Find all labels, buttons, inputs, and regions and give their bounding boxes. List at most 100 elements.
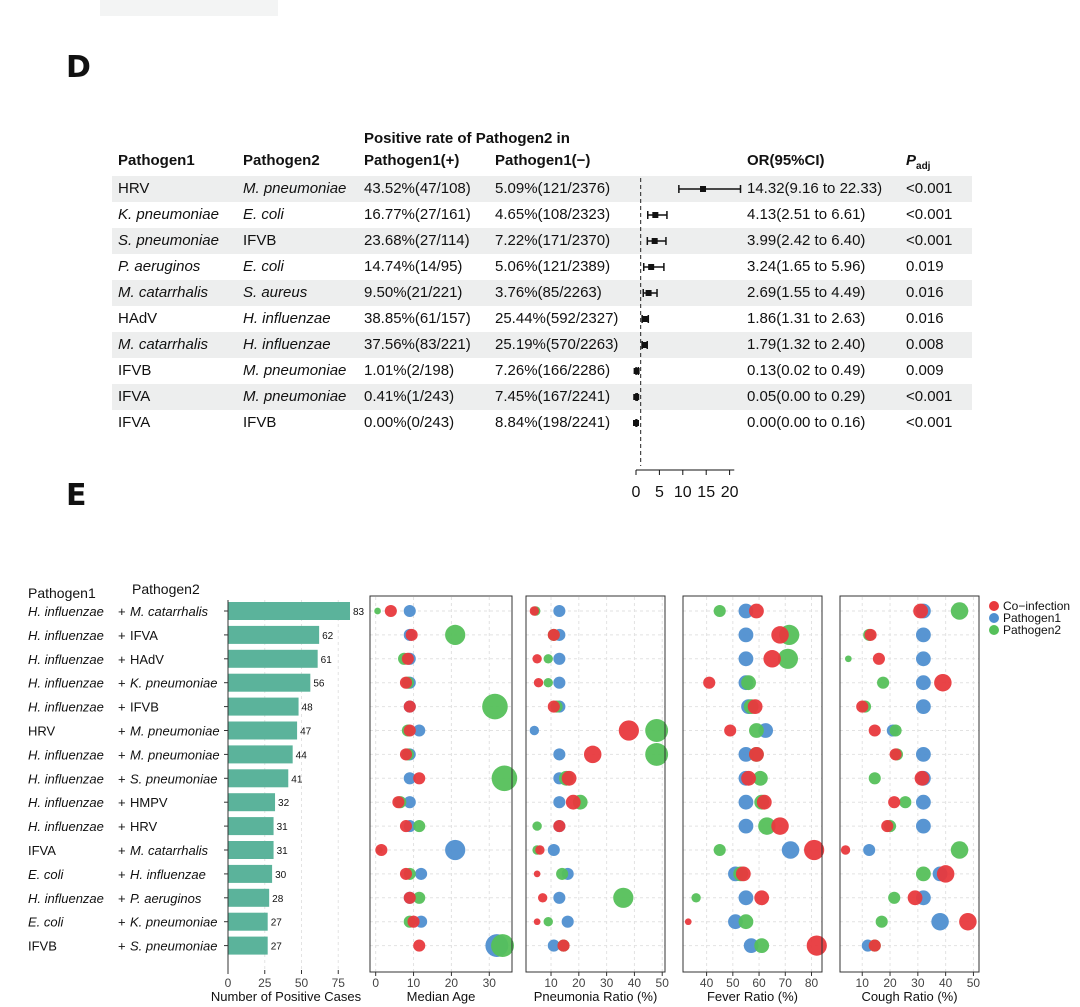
dot-pathogen2: [556, 867, 569, 880]
dot-pathogen2: [543, 917, 553, 927]
pair-pathogen1-label: H. influenzae: [28, 652, 104, 667]
padj-cell: 0.016: [906, 284, 944, 301]
dot-pathogen2: [888, 891, 901, 904]
dot-pathogen2: [645, 719, 669, 742]
bar-value-label: 32: [278, 798, 290, 809]
dot-coinfection: [399, 748, 413, 761]
bar-header-pathogen2: Pathogen2: [132, 581, 200, 597]
bar-value-label: 27: [271, 942, 283, 953]
or-ci-cell: 0.00(0.00 to 0.16): [747, 414, 866, 431]
bar-value-label: 61: [321, 655, 333, 666]
dot-coinfection: [407, 915, 420, 928]
dot-x-axis-title: Fever Ratio (%): [707, 989, 798, 1004]
dot-coinfection: [413, 939, 426, 952]
dot-pathogen2: [758, 817, 776, 835]
dot-coinfection: [533, 918, 541, 926]
pair-pathogen2-label: M. catarrhalis: [130, 604, 209, 619]
table-row-shading: [112, 228, 972, 254]
positive-rate-cell: 16.77%(27/161): [364, 206, 471, 223]
dot-coinfection: [959, 912, 977, 931]
dot-coinfection: [703, 676, 716, 689]
dot-pathogen1: [553, 796, 566, 809]
dot-coinfection: [868, 939, 881, 952]
pair-plus-sign: +: [118, 843, 126, 858]
dot-x-axis-title: Median Age: [407, 989, 476, 1004]
bar: [228, 888, 270, 907]
pathogen2-cell: IFVB: [243, 414, 277, 431]
dot-panel-frame: [369, 595, 513, 973]
pair-pathogen1-label: H. influenzae: [28, 819, 104, 834]
bar-x-tick-label: 25: [258, 976, 272, 990]
forest-point: [648, 264, 655, 270]
legend-swatch: [989, 613, 999, 623]
legend-label: Co−infection: [1003, 599, 1070, 613]
positive-rate-cell: 14.74%(14/95): [364, 258, 463, 275]
pathogen2-cell: H. influenzae: [243, 336, 331, 353]
pair-plus-sign: +: [118, 915, 126, 930]
panel-e-label: E: [66, 478, 87, 513]
dot-x-tick-label: 30: [483, 976, 497, 990]
pair-plus-sign: +: [118, 700, 126, 715]
or-ci-cell: 4.13(2.51 to 6.61): [747, 206, 866, 223]
pathogen1-cell: P. aeruginos: [118, 258, 201, 275]
dot-pathogen1: [738, 818, 754, 834]
pair-plus-sign: +: [118, 771, 126, 786]
positive-rate-group-title: Positive rate of Pathogen2 in: [364, 130, 570, 147]
dot-x-tick-label: 50: [656, 976, 670, 990]
dot-coinfection: [840, 845, 851, 855]
dot-pathogen2: [413, 891, 426, 904]
dot-coinfection: [735, 866, 751, 882]
dot-pathogen2: [899, 796, 912, 809]
dot-coinfection: [399, 820, 413, 833]
dot-coinfection: [533, 678, 544, 688]
forest-x-tick-label: 5: [655, 484, 664, 501]
dot-pathogen1: [553, 891, 566, 904]
dot-coinfection: [856, 700, 869, 713]
positive-rate-cell: 9.50%(21/221): [364, 284, 463, 301]
forest-point: [641, 316, 648, 322]
pathogen1-cell: IFVB: [118, 362, 152, 379]
dot-coinfection: [557, 939, 570, 952]
dot-pathogen2: [844, 655, 852, 663]
pair-pathogen1-label: H. influenzae: [28, 747, 104, 762]
negative-rate-cell: 25.19%(570/2263): [495, 336, 619, 353]
dot-pathogen2: [543, 654, 553, 664]
bar-value-label: 62: [322, 631, 334, 642]
forest-point: [700, 186, 707, 192]
pair-plus-sign: +: [118, 939, 126, 954]
dot-coinfection: [403, 724, 416, 737]
dot-panel: 0 10 20 30 Median Age: [369, 595, 518, 1004]
forest-point: [645, 290, 652, 296]
header-padj-sub: adj: [916, 161, 931, 172]
header-pathogen1-positive: Pathogen1(+): [364, 152, 460, 169]
bar-value-label: 47: [300, 727, 312, 738]
dot-pathogen1: [529, 725, 540, 736]
header-padj: Padj: [906, 152, 930, 172]
dot-pathogen1: [916, 699, 931, 714]
dot-coinfection: [741, 770, 756, 786]
pathogen1-cell: IFVA: [118, 414, 151, 431]
table-row-shading: [112, 332, 972, 358]
dot-panel-frame: [682, 595, 823, 973]
dot-pathogen2: [738, 914, 754, 930]
dot-coinfection: [413, 772, 426, 785]
padj-cell: 0.016: [906, 310, 944, 327]
pathogen1-cell: HRV: [118, 180, 150, 197]
pair-pathogen2-label: H. influenzae: [130, 867, 206, 882]
table-row-shading: [112, 176, 972, 202]
dot-coinfection: [561, 770, 577, 786]
dot-coinfection: [804, 839, 825, 861]
negative-rate-cell: 3.76%(85/2263): [495, 284, 602, 301]
bar: [228, 936, 268, 955]
dot-pathogen2: [413, 820, 426, 833]
negative-rate-cell: 7.26%(166/2286): [495, 362, 611, 379]
dot-pathogen2: [875, 915, 888, 928]
bar-value-label: 41: [291, 774, 303, 785]
dot-pathogen1: [743, 938, 759, 953]
padj-cell: <0.001: [906, 414, 953, 431]
dot-pathogen1: [916, 675, 931, 691]
dot-pathogen2: [713, 843, 726, 857]
dot-coinfection: [583, 745, 602, 764]
bar-x-tick-label: 50: [295, 976, 309, 990]
dot-coinfection: [618, 720, 639, 741]
